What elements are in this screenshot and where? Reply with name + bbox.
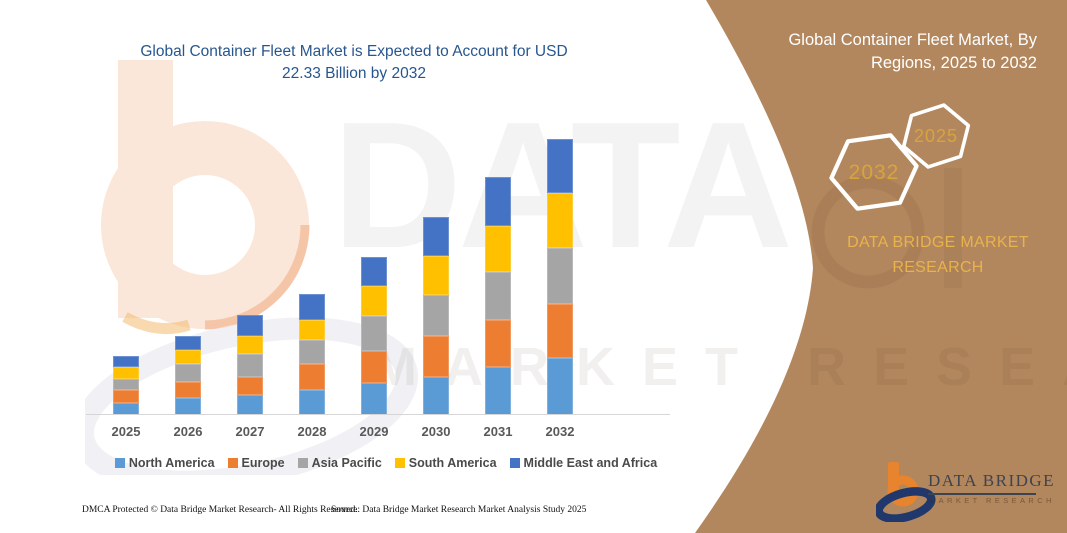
bar-segment xyxy=(113,390,139,404)
x-axis-label: 2025 xyxy=(111,424,141,439)
bar-segment xyxy=(175,364,201,383)
bar-segment xyxy=(113,378,139,391)
bar-segment xyxy=(423,335,449,377)
panel-title: Global Container Fleet Market, By Region… xyxy=(737,29,1037,75)
bar-segment xyxy=(547,358,573,415)
bar-segment xyxy=(175,335,201,350)
bar-segment xyxy=(113,355,139,367)
bar-segment xyxy=(361,286,387,317)
bar-segment xyxy=(237,376,263,396)
legend-item: Middle East and Africa xyxy=(509,456,658,470)
bar-segment xyxy=(547,248,573,304)
bar-segment xyxy=(547,139,573,193)
legend-label: North America xyxy=(128,456,215,470)
bar-segment xyxy=(299,319,325,340)
panel-title-line1: Global Container Fleet Market, By xyxy=(788,31,1037,49)
legend-item: Europe xyxy=(227,456,285,470)
legend-swatch xyxy=(297,458,308,468)
bar-segment xyxy=(237,314,263,336)
bar-segment xyxy=(485,271,511,321)
dbmr-logo-icon xyxy=(876,462,936,522)
bar-segment xyxy=(299,364,325,391)
panel-brand-line2: RESEARCH xyxy=(892,259,984,276)
legend-item: North America xyxy=(114,456,215,470)
x-axis-label: 2032 xyxy=(545,424,575,439)
bar-segment xyxy=(175,382,201,399)
bar-segment xyxy=(423,376,449,415)
bar-segment xyxy=(113,366,139,379)
bar-segment xyxy=(485,177,511,226)
bar-segment xyxy=(299,339,325,365)
x-axis-label: 2029 xyxy=(359,424,389,439)
bar-segment xyxy=(485,366,511,415)
panel-brand-line1: DATA BRIDGE MARKET xyxy=(847,234,1029,251)
bar-segment xyxy=(485,320,511,367)
x-axis-label: 2027 xyxy=(235,424,265,439)
hexagon-2025-label: 2025 xyxy=(914,126,958,146)
panel-title-line2: Regions, 2025 to 2032 xyxy=(870,54,1037,72)
bar-segment xyxy=(361,316,387,351)
legend-label: Europe xyxy=(241,456,285,470)
bar-segment xyxy=(113,403,139,415)
hexagon-2025-outline xyxy=(901,103,971,169)
x-axis-label: 2028 xyxy=(297,424,327,439)
legend-swatch xyxy=(227,458,238,468)
bar-segment xyxy=(175,349,201,365)
x-axis-label: 2031 xyxy=(483,424,513,439)
bar-plot-area xyxy=(86,120,670,415)
bar-segment xyxy=(237,395,263,415)
bar-segment xyxy=(175,398,201,415)
bar-segment xyxy=(423,294,449,336)
bar-segment xyxy=(361,382,387,415)
bar-segment xyxy=(547,192,573,249)
source-note: Source: Data Bridge Market Research Mark… xyxy=(331,505,587,515)
legend-swatch xyxy=(509,458,520,468)
brand-b-watermark xyxy=(85,60,419,475)
bar-segment xyxy=(237,354,263,377)
hexagon-2032-label: 2032 xyxy=(849,161,900,184)
dbmr-logo-title: DATA BRIDGE xyxy=(928,471,1056,490)
bar-segment xyxy=(299,390,325,415)
x-axis-label: 2030 xyxy=(421,424,451,439)
legend-swatch xyxy=(394,458,405,468)
dbmr-logo-rule xyxy=(928,493,1036,495)
bar-segment xyxy=(237,335,263,355)
bar-segment xyxy=(485,225,511,272)
panel-brand-name: DATA BRIDGE MARKET RESEARCH xyxy=(838,230,1038,280)
bar-segment xyxy=(361,256,387,287)
bar-segment xyxy=(547,303,573,359)
chart-title-line1: Global Container Fleet Market is Expecte… xyxy=(140,43,568,60)
bar-segment xyxy=(299,293,325,320)
legend-label: Middle East and Africa xyxy=(523,456,658,470)
dmca-notice: DMCA Protected © Data Bridge Market Rese… xyxy=(82,505,358,515)
bar-segment xyxy=(361,350,387,383)
bar-segment xyxy=(423,256,449,295)
dbmr-logo-subtitle: MARKET RESEARCH xyxy=(929,496,1055,505)
legend-label: South America xyxy=(408,456,497,470)
legend-item: South America xyxy=(394,456,497,470)
x-axis-label: 2026 xyxy=(173,424,203,439)
hexagon-2032-outline xyxy=(829,133,919,211)
legend-label: Asia Pacific xyxy=(311,456,382,470)
chart-title: Global Container Fleet Market is Expecte… xyxy=(94,41,614,85)
chart-title-line2: 22.33 Billion by 2032 xyxy=(282,65,426,82)
year-hexagons: 2025 2032 xyxy=(829,103,971,211)
x-axis-line xyxy=(86,414,670,415)
legend-item: Asia Pacific xyxy=(297,456,382,470)
chart-legend: North America Europe Asia Pacific South Ame… xyxy=(36,456,736,470)
legend-swatch xyxy=(114,458,125,468)
bar-segment xyxy=(423,217,449,257)
panel-logo-watermark xyxy=(811,168,962,289)
